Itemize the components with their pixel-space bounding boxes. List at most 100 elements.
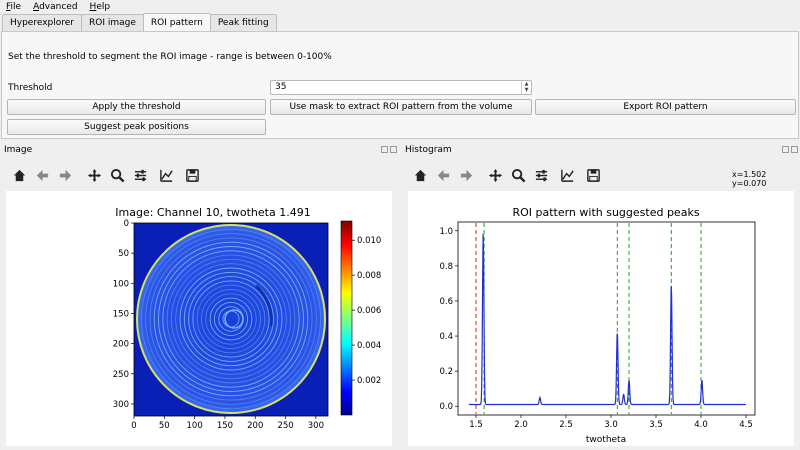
diffraction-ring: [170, 258, 292, 380]
outer-ring: [136, 224, 326, 414]
colorbar-ticks: 0.002 0.004 0.006 0.008 0.010: [352, 236, 381, 386]
configure-subplots-icon[interactable]: [532, 166, 550, 184]
close-icon[interactable]: [390, 146, 397, 153]
use-mask-button[interactable]: Use mask to extract ROI pattern from the…: [270, 99, 532, 115]
threshold-description: Set the threshold to segment the ROI ima…: [8, 52, 332, 62]
colorbar: 0.002 0.004 0.006 0.008 0.010: [340, 220, 381, 416]
x-tick-label: 300: [308, 421, 324, 431]
zoom-icon[interactable]: [509, 166, 527, 184]
threshold-spinbox[interactable]: 35 ▲ ▼: [270, 80, 532, 95]
configure-subplots-icon[interactable]: [131, 166, 149, 184]
save-icon[interactable]: [584, 166, 602, 184]
diffraction-ring: [209, 297, 253, 341]
diffraction-ring: [201, 289, 261, 349]
diffraction-rings: [140, 228, 322, 410]
colorbar-tick-label: 0.002: [357, 376, 381, 386]
colorbar-tick-label: 0.006: [357, 306, 381, 316]
back-arrow-icon[interactable]: [434, 166, 452, 184]
colorbar-tick-label: 0.004: [357, 341, 381, 351]
home-icon[interactable]: [10, 166, 28, 184]
tab-bar: Hyperexplorer ROI image ROI pattern Peak…: [2, 13, 277, 31]
tab-peak-fitting[interactable]: Peak fitting: [209, 14, 277, 31]
roi-pattern-panel: Set the threshold to segment the ROI ima…: [1, 31, 799, 139]
diffraction-ring: [145, 233, 317, 405]
sample-disc: [136, 224, 326, 414]
x-tick-label: 4.0: [694, 420, 708, 430]
pan-icon[interactable]: [85, 166, 103, 184]
zoom-icon[interactable]: [108, 166, 126, 184]
apply-threshold-button[interactable]: Apply the threshold: [7, 99, 266, 115]
dark-arc: [254, 284, 273, 327]
x-tick-label: 2.0: [514, 420, 528, 430]
y-tick-label: 100: [113, 279, 129, 289]
roi-pattern-line: [468, 233, 746, 406]
histogram-dock-buttons: [782, 146, 798, 153]
image-frame: [133, 222, 329, 417]
diffraction-ring: [140, 228, 322, 410]
image-toolbar: [10, 165, 201, 185]
image-x-ticks: 0 50 100 150 200 250 300: [131, 416, 324, 431]
center-ring: [224, 309, 244, 329]
colorbar-tick-label: 0.010: [357, 236, 381, 246]
home-icon[interactable]: [411, 166, 429, 184]
menu-file[interactable]: File: [6, 1, 22, 12]
float-icon[interactable]: [782, 146, 789, 153]
image-axes: 0 50 100 150 200 250 300 0 50 100 150 200 250 300: [113, 219, 329, 431]
tab-hyperexplorer[interactable]: Hyperexplorer: [2, 14, 83, 31]
x-tick-label: 50: [159, 421, 170, 431]
y-tick-label: 50: [118, 249, 129, 259]
tab-roi-pattern[interactable]: ROI pattern: [142, 13, 211, 31]
suggest-peaks-button[interactable]: Suggest peak positions: [7, 119, 266, 135]
image-canvas[interactable]: Image: Channel 10, twotheta 1.491 0 50 100…: [6, 191, 392, 446]
spin-arrows[interactable]: ▲ ▼: [521, 81, 531, 94]
y-ticks: 0.0 0.2 0.4 0.6 0.8 1.0: [439, 227, 458, 412]
diffraction-ring: [213, 301, 249, 337]
float-icon[interactable]: [381, 146, 388, 153]
x-tick-label: 100: [187, 421, 203, 431]
x-tick-label: 3.0: [604, 420, 618, 430]
y-tick-label: 0.4: [439, 332, 453, 342]
menu-advanced[interactable]: Advanced: [33, 1, 78, 12]
diffraction-ring: [183, 271, 279, 367]
diffraction-ring: [179, 267, 283, 371]
x-tick-label: 0: [131, 421, 136, 431]
y-tick-label: 0: [124, 219, 129, 229]
y-tick-label: 0.6: [439, 297, 453, 307]
x-tick-label: 1.5: [469, 420, 483, 430]
diffraction-ring: [192, 280, 270, 358]
y-tick-label: 1.0: [439, 227, 453, 237]
diffraction-ring: [188, 276, 274, 362]
colorbar-gradient: [340, 220, 353, 416]
y-tick-label: 150: [113, 309, 129, 319]
diffraction-ring: [158, 246, 304, 392]
threshold-value: 35: [275, 82, 287, 92]
cursor-coordinates: x=1.502 y=0.070: [732, 170, 767, 188]
diffraction-ring: [175, 263, 287, 375]
diffraction-ring: [205, 293, 257, 345]
histogram-dock-title: Histogram: [405, 145, 452, 155]
export-roi-pattern-button[interactable]: Export ROI pattern: [535, 99, 796, 115]
x-tick-label: 200: [247, 421, 263, 431]
menu-help[interactable]: Help: [89, 1, 111, 12]
back-arrow-icon[interactable]: [33, 166, 51, 184]
y-tick-label: 200: [113, 340, 129, 350]
save-icon[interactable]: [183, 166, 201, 184]
edit-axis-icon[interactable]: [558, 166, 576, 184]
diffraction-ring: [162, 250, 300, 388]
image-y-ticks: 0 50 100 150 200 250 300: [113, 219, 134, 410]
x-tick-label: 150: [217, 421, 233, 431]
x-tick-label: 250: [277, 421, 293, 431]
x-tick-label: 3.5: [649, 420, 663, 430]
edit-axis-icon[interactable]: [157, 166, 175, 184]
y-tick-label: 300: [113, 400, 129, 410]
forward-arrow-icon[interactable]: [457, 166, 475, 184]
forward-arrow-icon[interactable]: [56, 166, 74, 184]
x-tick-label: 2.5: [559, 420, 573, 430]
menu-bar: File Advanced Help: [0, 0, 800, 13]
tab-roi-image[interactable]: ROI image: [81, 14, 144, 31]
close-icon[interactable]: [791, 146, 798, 153]
chart-title: ROI pattern with suggested peaks: [512, 206, 699, 219]
histogram-canvas[interactable]: ROI pattern with suggested peaks 1.5 2.0 2…: [408, 191, 794, 446]
pan-icon[interactable]: [486, 166, 504, 184]
plot-frame: [457, 221, 756, 416]
